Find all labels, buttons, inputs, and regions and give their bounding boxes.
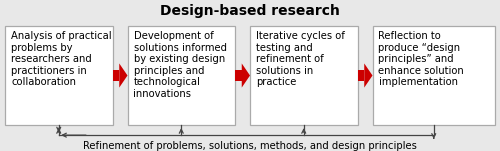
Text: Development of
solutions informed
by existing design
principles and
technologica: Development of solutions informed by exi… [134,31,226,99]
Text: Iterative cycles of
testing and
refinement of
solutions in
practice: Iterative cycles of testing and refineme… [256,31,345,87]
Polygon shape [120,63,128,88]
Polygon shape [242,63,250,88]
Bar [128,26,235,125]
Text: Analysis of practical
problems by
researchers and
practitioners in
collaboration: Analysis of practical problems by resear… [11,31,112,87]
Bar [372,26,495,125]
Bar [5,26,112,125]
Polygon shape [364,63,372,88]
Text: Refinement of problems, solutions, methods, and design principles: Refinement of problems, solutions, metho… [83,141,417,151]
Text: Reflection to
produce “design
principles” and
enhance solution
implementation: Reflection to produce “design principles… [378,31,464,87]
Bar [112,70,119,81]
Bar [358,70,364,81]
Text: Design-based research: Design-based research [160,4,340,18]
Bar [235,70,242,81]
Bar [250,26,358,125]
